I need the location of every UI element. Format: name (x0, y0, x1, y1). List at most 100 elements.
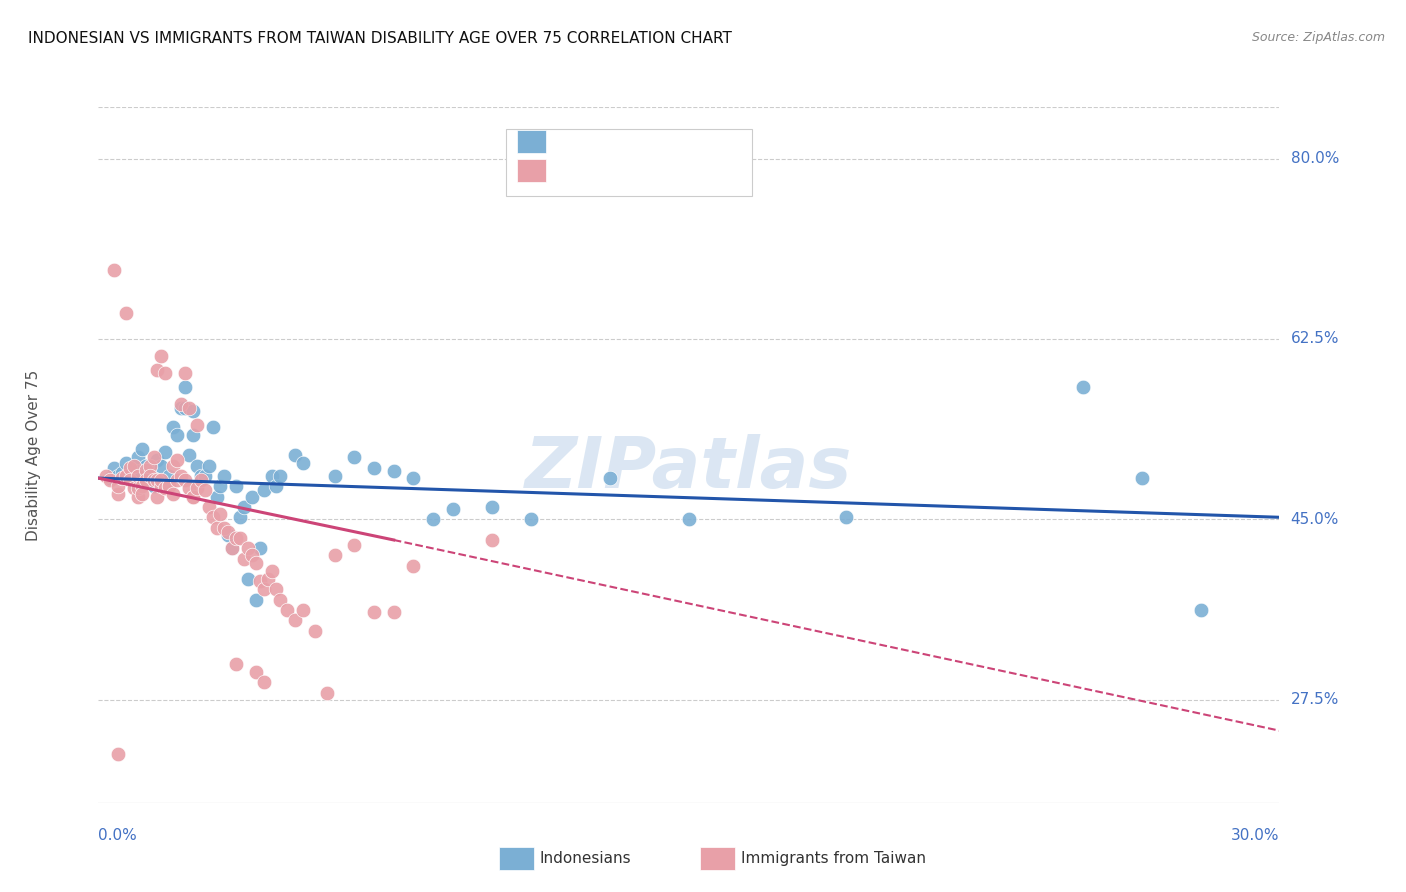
Point (127, 490, 149, 504)
Text: 80.0%: 80.0% (1291, 151, 1339, 166)
Point (131, 486, 153, 500)
Point (181, 404, 204, 418)
Point (225, 479, 247, 493)
Point (155, 366, 177, 380)
Point (245, 556, 267, 570)
Point (174, 401, 197, 415)
Point (127, 463, 149, 477)
Point (292, 456, 315, 470)
Point (111, 471, 134, 485)
Point (111, 466, 134, 480)
Point (174, 366, 197, 380)
Point (131, 479, 153, 493)
Point (1189, 603, 1212, 617)
Point (135, 473, 157, 487)
Point (98, 473, 121, 487)
Point (157, 479, 180, 493)
Point (146, 473, 169, 487)
Point (138, 469, 160, 483)
Text: ZIPatlas: ZIPatlas (526, 434, 852, 503)
Point (205, 520, 228, 534)
Point (217, 524, 239, 539)
Point (382, 605, 405, 619)
Point (292, 603, 315, 617)
Point (315, 685, 337, 699)
Point (256, 572, 278, 586)
Point (150, 473, 173, 487)
Point (107, 469, 129, 483)
Point (157, 469, 180, 483)
Point (229, 510, 252, 524)
Point (304, 624, 326, 638)
Text: 27.5%: 27.5% (1291, 692, 1339, 707)
Point (115, 456, 138, 470)
Point (127, 469, 149, 483)
Point (150, 350, 173, 364)
Point (190, 469, 212, 483)
Point (209, 507, 232, 521)
Point (186, 482, 208, 496)
Point (481, 500, 503, 514)
Point (260, 564, 283, 578)
Text: INDONESIAN VS IMMIGRANTS FROM TAIWAN DISABILITY AGE OVER 75 CORRELATION CHART: INDONESIAN VS IMMIGRANTS FROM TAIWAN DIS… (28, 31, 733, 46)
Point (181, 490, 204, 504)
Point (166, 473, 188, 487)
Point (127, 482, 149, 496)
Point (177, 482, 200, 496)
Point (240, 490, 263, 504)
Point (245, 665, 267, 679)
Point (249, 541, 271, 556)
Point (138, 466, 160, 480)
Text: 62.5%: 62.5% (1291, 332, 1339, 346)
Point (103, 263, 125, 277)
Point (276, 603, 298, 617)
Point (269, 469, 291, 483)
Point (115, 469, 138, 483)
Point (122, 482, 145, 496)
Point (162, 486, 184, 500)
Point (150, 458, 173, 473)
Point (115, 306, 138, 320)
Point (835, 510, 858, 524)
Point (118, 473, 141, 487)
Point (245, 592, 267, 607)
Text: Disability Age Over 75: Disability Age Over 75 (25, 369, 41, 541)
Text: 45.0%: 45.0% (1291, 512, 1339, 527)
Point (253, 483, 276, 498)
Text: R =  -0.183   N = 92: R = -0.183 N = 92 (554, 160, 702, 174)
Point (197, 458, 219, 473)
Point (118, 469, 141, 483)
Text: 0.0%: 0.0% (98, 828, 138, 843)
Point (170, 401, 193, 415)
Text: Source: ZipAtlas.com: Source: ZipAtlas.com (1251, 31, 1385, 45)
Point (166, 427, 188, 442)
Point (194, 469, 217, 483)
Point (481, 533, 503, 547)
Text: 30.0%: 30.0% (1232, 828, 1279, 843)
Point (118, 460, 141, 475)
Point (249, 574, 271, 589)
Point (201, 510, 224, 524)
Point (678, 512, 700, 526)
Point (135, 463, 157, 477)
Point (240, 549, 263, 563)
Point (142, 473, 165, 487)
Point (284, 449, 307, 463)
Point (229, 531, 252, 545)
Point (233, 551, 256, 566)
Point (236, 541, 259, 556)
Point (221, 541, 243, 556)
Point (205, 490, 228, 504)
Point (157, 479, 180, 493)
Point (135, 458, 157, 473)
Point (209, 479, 232, 493)
Point (181, 427, 204, 442)
Point (146, 452, 169, 467)
Point (142, 479, 165, 493)
Point (269, 592, 291, 607)
Point (146, 363, 169, 377)
Point (131, 442, 153, 457)
Point (264, 582, 287, 597)
Point (323, 469, 346, 483)
Point (194, 483, 217, 498)
